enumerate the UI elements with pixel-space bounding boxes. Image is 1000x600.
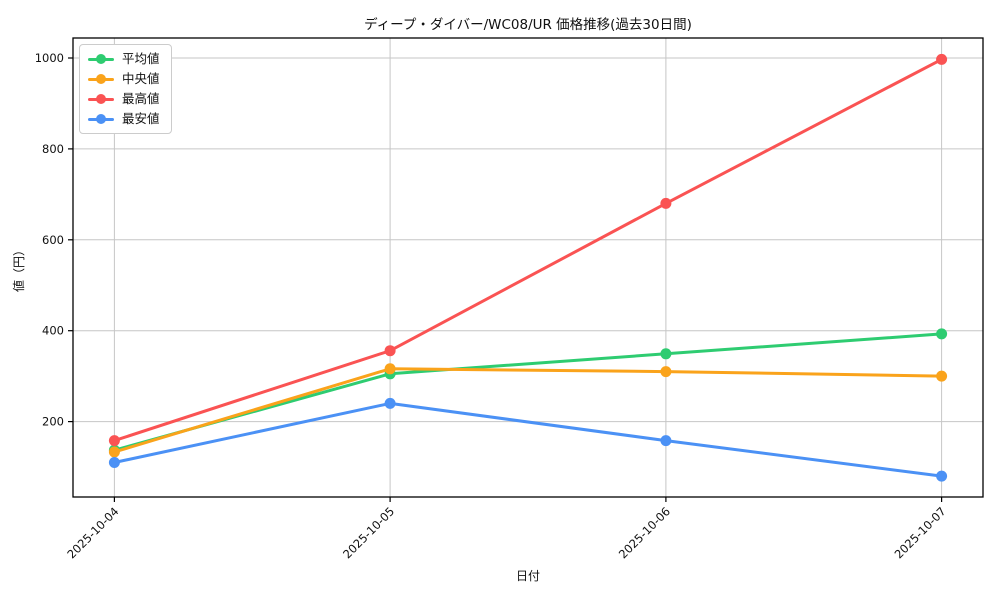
legend-item-label: 中央値 [122, 71, 160, 86]
data-point [660, 197, 672, 209]
y-tick-label: 400 [42, 324, 64, 338]
legend-line-marker-icon [88, 113, 114, 125]
data-point [660, 435, 672, 447]
legend-line-marker-icon [88, 73, 114, 85]
y-tick-label: 600 [42, 233, 64, 247]
series-line-2 [112, 57, 944, 443]
y-tick-label: 800 [42, 142, 64, 156]
data-point [660, 366, 672, 378]
data-point [384, 363, 396, 375]
x-tick-label: 2025-10-06 [616, 504, 673, 561]
x-tick-label: 2025-10-04 [64, 504, 121, 561]
data-point [936, 328, 948, 340]
series-line-0 [112, 332, 944, 452]
data-point [108, 457, 120, 468]
legend-item: 平均値 [88, 52, 160, 66]
data-point [384, 397, 396, 409]
plot-border [72, 37, 984, 498]
y-axis-label: 値（円） [12, 244, 26, 293]
legend: 平均値中央値最高値最安値 [79, 44, 172, 134]
legend-item: 最安値 [88, 112, 160, 126]
data-point [936, 470, 948, 482]
legend-item: 最高値 [88, 92, 160, 106]
legend-item-label: 最安値 [122, 111, 160, 126]
legend-item-label: 最高値 [122, 91, 160, 106]
data-point [660, 348, 672, 360]
x-axis-label: 日付 [515, 569, 540, 583]
data-point [936, 370, 948, 382]
data-point [384, 345, 396, 357]
chart-title: ディープ・ダイバー/WC08/UR 価格推移(過去30日間) [364, 17, 692, 33]
y-tick-label: 1000 [35, 51, 64, 65]
legend-item: 中央値 [88, 72, 160, 86]
y-tick-label: 200 [42, 415, 64, 429]
data-point [936, 53, 948, 65]
x-tick-label: 2025-10-07 [892, 504, 949, 561]
legend-line-marker-icon [88, 53, 114, 65]
x-tick-label: 2025-10-05 [340, 504, 397, 561]
series-line-1 [112, 367, 944, 454]
legend-line-marker-icon [88, 93, 114, 105]
legend-item-label: 平均値 [122, 51, 160, 66]
data-point [108, 435, 120, 447]
data-point [108, 446, 120, 458]
series-line-3 [112, 401, 944, 478]
